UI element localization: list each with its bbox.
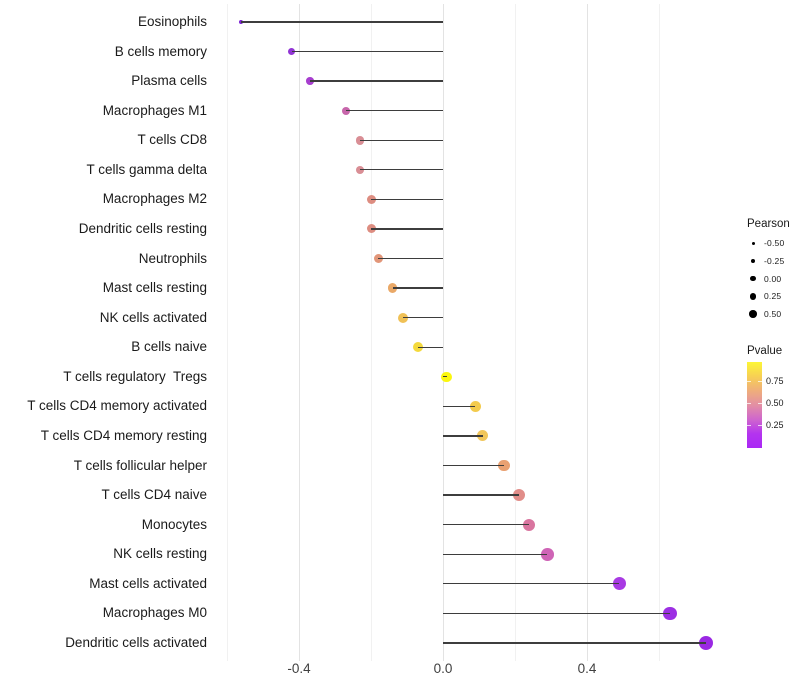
major-gridline xyxy=(299,4,300,661)
category-label: T cells regulatory Tregs xyxy=(63,368,207,384)
color-legend-title: Pvalue xyxy=(747,345,783,357)
category-label: Plasma cells xyxy=(131,73,207,89)
major-gridline xyxy=(443,4,444,661)
pvalue-colorbar xyxy=(747,362,762,448)
size-legend-item: 0.25 xyxy=(745,288,781,304)
stem-line xyxy=(360,139,443,141)
x-tick-label: 0.0 xyxy=(433,661,453,676)
stem-line xyxy=(309,80,443,82)
stem-line xyxy=(417,346,443,348)
size-legend-dot xyxy=(745,241,761,245)
colorbar-tick-label: 0.50 xyxy=(766,398,784,409)
size-legend-label: 0.00 xyxy=(764,273,782,284)
minor-gridline xyxy=(371,4,372,661)
stem-line xyxy=(443,583,620,585)
data-point-dot xyxy=(541,548,554,561)
stem-line xyxy=(360,169,443,171)
major-gridline xyxy=(587,4,588,661)
colorbar-tickmark xyxy=(747,403,751,405)
category-label: T cells gamma delta xyxy=(86,161,207,177)
size-legend-title: Pearson xyxy=(747,218,790,230)
stem-line xyxy=(378,257,443,260)
stem-line xyxy=(371,228,443,230)
size-legend-item: -0.50 xyxy=(745,235,784,251)
stem-line xyxy=(403,317,443,319)
data-point-dot xyxy=(612,577,626,591)
category-label: Macrophages M1 xyxy=(102,102,207,118)
stem-line xyxy=(443,405,476,408)
data-point-dot xyxy=(498,459,510,472)
category-label: B cells naive xyxy=(131,339,207,355)
category-label: Dendritic cells activated xyxy=(65,634,207,650)
data-point-dot xyxy=(477,430,489,442)
colorbar-tickmark xyxy=(758,424,762,426)
colorbar-tickmark xyxy=(747,380,751,382)
data-point-dot xyxy=(698,635,713,650)
minor-gridline xyxy=(227,4,228,661)
data-point-dot xyxy=(469,400,481,412)
category-label: NK cells resting xyxy=(113,546,207,562)
data-point-dot xyxy=(512,489,525,502)
minor-gridline xyxy=(515,4,516,661)
data-point-dot xyxy=(663,606,677,621)
data-point-dot xyxy=(441,371,452,383)
category-label: T cells CD4 memory resting xyxy=(40,427,207,443)
category-label: Macrophages M0 xyxy=(102,605,207,621)
category-label: T cells CD4 memory activated xyxy=(27,398,207,414)
x-tick-label: 0.4 xyxy=(577,661,597,676)
category-label: B cells memory xyxy=(114,43,207,59)
stem-line xyxy=(371,198,443,201)
category-label: T cells CD4 naive xyxy=(101,487,207,503)
size-legend-dot xyxy=(745,258,761,264)
stem-line xyxy=(443,612,670,615)
category-label: Neutrophils xyxy=(138,250,207,266)
stem-line xyxy=(291,50,443,53)
category-label: Eosinophils xyxy=(137,14,207,29)
x-tick-label: -0.4 xyxy=(287,661,311,676)
stem-line xyxy=(345,110,443,112)
category-label: Monocytes xyxy=(141,516,207,532)
colorbar-tickmark xyxy=(747,424,751,426)
category-label: T cells CD8 xyxy=(137,132,207,148)
category-label: Macrophages M2 xyxy=(102,191,207,207)
stem-line xyxy=(443,464,505,467)
category-label: Mast cells activated xyxy=(89,575,207,591)
stem-line xyxy=(443,642,706,644)
stem-line xyxy=(443,524,530,526)
stem-line xyxy=(241,21,443,23)
colorbar-tick-label: 0.75 xyxy=(766,375,784,386)
size-legend-item: 0.00 xyxy=(745,271,781,287)
colorbar-tick-label: 0.25 xyxy=(766,419,784,430)
size-legend-label: -0.25 xyxy=(764,255,785,266)
category-label: Mast cells resting xyxy=(102,280,207,296)
category-label: T cells follicular helper xyxy=(73,457,207,473)
size-legend-label: 0.50 xyxy=(764,309,782,320)
size-legend-label: 0.25 xyxy=(764,291,782,302)
size-legend-item: 0.50 xyxy=(745,306,781,322)
minor-gridline xyxy=(659,4,660,661)
size-legend-item: -0.25 xyxy=(745,253,784,269)
colorbar-tickmark xyxy=(758,380,762,382)
stem-line xyxy=(443,435,483,437)
category-label: NK cells activated xyxy=(99,309,207,325)
stem-line xyxy=(443,494,519,496)
data-point-dot xyxy=(523,518,536,531)
size-legend-dot xyxy=(745,293,761,300)
size-legend-dot xyxy=(745,310,761,318)
stem-line xyxy=(392,287,443,289)
stem-line xyxy=(443,376,447,378)
colorbar-tickmark xyxy=(758,403,762,405)
size-legend-dot xyxy=(745,275,761,282)
stem-line xyxy=(443,553,548,555)
category-label: Dendritic cells resting xyxy=(78,220,207,236)
size-legend-label: -0.50 xyxy=(764,238,785,248)
